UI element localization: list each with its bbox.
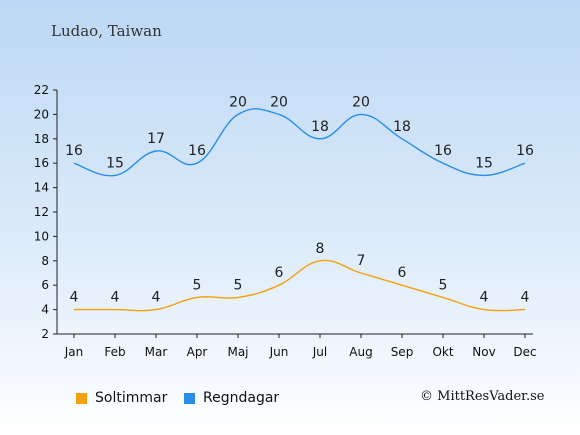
x-tick-label: Jun	[269, 345, 289, 359]
x-tick-label: Jul	[312, 345, 327, 359]
data-label-regndagar: 18	[311, 119, 329, 135]
y-tick-label: 10	[34, 229, 49, 243]
x-tick-label: Sep	[391, 345, 414, 359]
credit-text: © MittResVader.se	[420, 389, 545, 404]
series-line-regndagar	[73, 108, 526, 177]
y-tick-label: 2	[41, 327, 49, 341]
data-label-regndagar: 16	[65, 143, 83, 159]
legend-swatch-soltimmar	[76, 392, 87, 404]
data-label-regndagar: 20	[229, 94, 247, 110]
y-tick-label: 6	[41, 278, 49, 292]
y-tick-label: 16	[34, 156, 49, 170]
data-label-soltimmar: 4	[111, 290, 120, 306]
y-tick-label: 4	[41, 303, 49, 317]
x-tick-label: Mar	[145, 345, 168, 359]
legend-item-soltimmar: Soltimmar	[76, 390, 167, 406]
y-tick-label: 12	[34, 205, 49, 219]
x-tick-label: Okt	[432, 345, 453, 359]
data-label-soltimmar: 5	[439, 277, 448, 293]
x-tick-label: Nov	[472, 345, 495, 359]
x-tick-label: Jan	[64, 345, 84, 359]
data-label-regndagar: 15	[475, 155, 493, 171]
data-label-soltimmar: 7	[357, 253, 366, 269]
x-tick-label: Feb	[104, 345, 125, 359]
y-tick-label: 18	[34, 132, 49, 146]
y-tick-label: 22	[34, 83, 49, 97]
data-label-regndagar: 16	[516, 143, 534, 159]
x-tick-label: Aug	[349, 345, 372, 359]
data-label-soltimmar: 5	[234, 277, 243, 293]
data-label-regndagar: 20	[270, 94, 288, 110]
chart-location: Ludao, Taiwan	[51, 22, 162, 40]
data-label-regndagar: 18	[393, 119, 411, 135]
series-line-soltimmar	[73, 259, 526, 312]
legend-label-soltimmar: Soltimmar	[95, 390, 168, 406]
legend-item-regndagar: Regndagar	[184, 390, 279, 406]
data-label-soltimmar: 4	[480, 290, 489, 306]
data-label-soltimmar: 4	[152, 290, 161, 306]
legend-swatch-regndagar	[184, 392, 195, 404]
y-tick-label: 8	[41, 254, 49, 268]
x-tick-label: Maj	[227, 345, 248, 359]
data-label-soltimmar: 4	[70, 290, 79, 306]
x-tick-label: Apr	[187, 345, 208, 359]
x-tick-label: Dec	[513, 345, 536, 359]
y-tick-label: 14	[34, 181, 49, 195]
data-label-regndagar: 20	[352, 94, 370, 110]
data-label-regndagar: 15	[106, 155, 124, 171]
legend-label-regndagar: Regndagar	[203, 390, 280, 406]
data-label-soltimmar: 6	[275, 265, 284, 281]
data-label-regndagar: 17	[147, 131, 165, 147]
data-label-soltimmar: 5	[193, 277, 202, 293]
data-label-regndagar: 16	[434, 143, 452, 159]
data-label-soltimmar: 8	[316, 241, 325, 257]
data-label-soltimmar: 4	[521, 290, 530, 306]
data-label-soltimmar: 6	[398, 265, 407, 281]
y-tick-label: 20	[34, 107, 49, 121]
data-label-regndagar: 16	[188, 143, 206, 159]
